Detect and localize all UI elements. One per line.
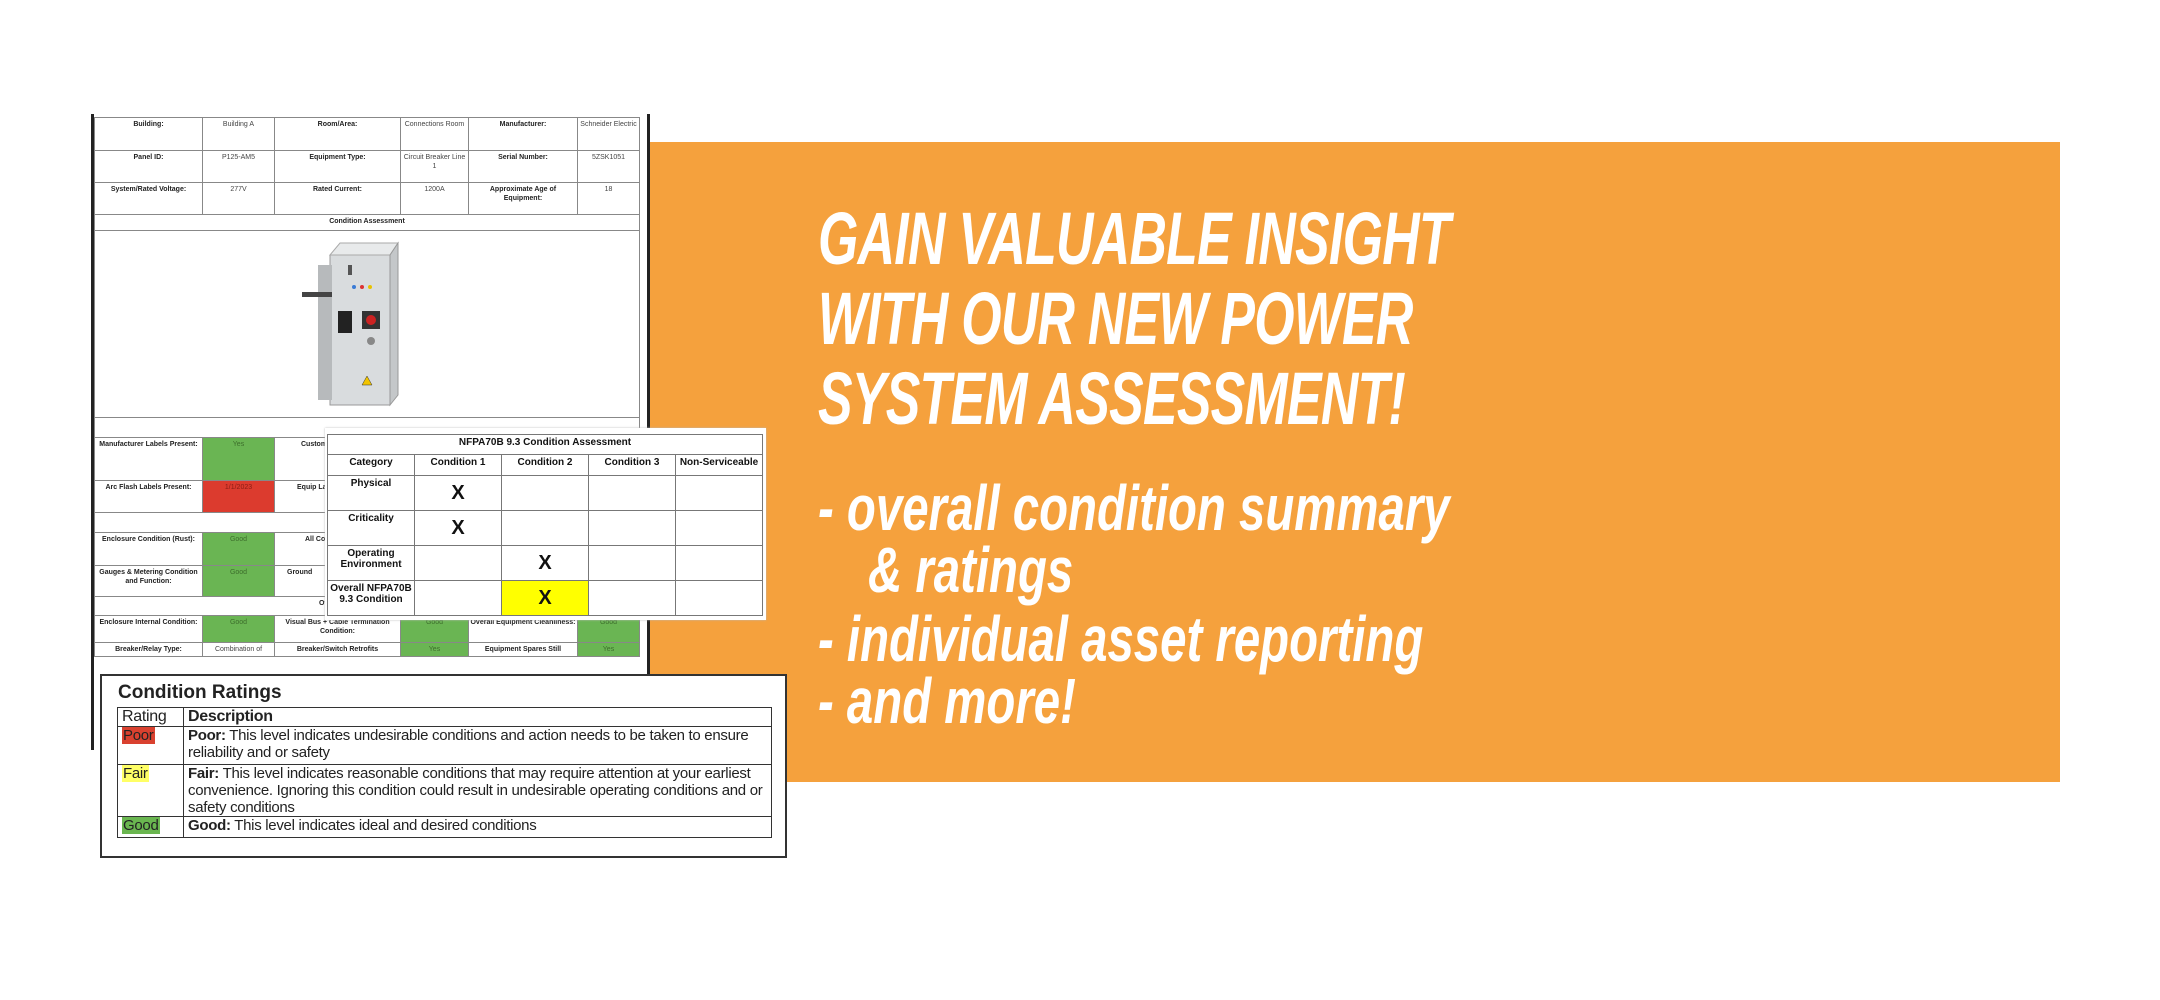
bullet-asset-reporting: - individual asset reporting: [818, 603, 1424, 675]
mark-cell: [675, 580, 763, 616]
status-cell-good: Good: [202, 565, 275, 597]
nfpa-row: Criticality X: [327, 510, 763, 546]
mark-cell: [501, 510, 589, 546]
mark-cell: [675, 545, 763, 581]
rating-description: This level indicates reasonable conditio…: [188, 765, 763, 816]
info-row: Panel ID: P125-AM5 Equipment Type: Circu…: [94, 150, 640, 183]
info-row: System/Rated Voltage: 277V Rated Current…: [94, 182, 640, 215]
nfpa-row-overall: Overall NFPA70B 9.3 Condition X: [327, 580, 763, 616]
label-manufacturer-labels: Manufacturer Labels Present:: [94, 437, 203, 481]
rating-badge-good: Good: [122, 817, 160, 834]
category-cell: Operating Environment: [327, 545, 415, 581]
rating-term: Fair:: [188, 765, 220, 782]
headline-line-3: SYSTEM ASSESSMENT!: [818, 357, 1406, 440]
header-non-serviceable: Non-Serviceable: [675, 454, 763, 476]
header-condition-1: Condition 1: [414, 454, 502, 476]
mark-cell: [501, 475, 589, 511]
category-cell: Physical: [327, 475, 415, 511]
value-room: Connections Room: [400, 117, 469, 151]
label-serial: Serial Number:: [468, 150, 578, 183]
label-enclosure-internal: Enclosure Internal Condition:: [94, 615, 203, 643]
condition-ratings-card: Condition Ratings Rating Description Poo…: [100, 674, 787, 858]
mark-cell: [414, 545, 502, 581]
bullet-condition-summary: - overall condition summary: [818, 472, 1450, 544]
headline-line-2: WITH OUR NEW POWER: [818, 277, 1413, 360]
value-manufacturer: Schneider Electric: [577, 117, 640, 151]
status-cell-good: Yes: [577, 642, 640, 657]
value-breaker-type: Combination of: [202, 642, 275, 657]
bottom-row: Breaker/Relay Type: Combination of Break…: [94, 642, 640, 657]
label-equipment-type: Equipment Type:: [274, 150, 401, 183]
rating-description: This level indicates ideal and desired c…: [234, 817, 537, 834]
value-voltage: 277V: [202, 182, 275, 215]
rating-term: Poor:: [188, 727, 226, 744]
mark-cell: X: [501, 545, 589, 581]
label-voltage: System/Rated Voltage:: [94, 182, 203, 215]
mark-cell: [414, 580, 502, 616]
switchgear-cabinet-image: [302, 241, 399, 407]
header-category: Category: [327, 454, 415, 476]
header-condition-3: Condition 3: [588, 454, 676, 476]
mark-cell: [588, 545, 676, 581]
ratings-title: Condition Ratings: [118, 682, 282, 703]
category-cell: Overall NFPA70B 9.3 Condition: [327, 580, 415, 616]
equipment-photo-cell: [94, 230, 640, 418]
mark-cell: [675, 510, 763, 546]
status-cell-poor: 1/1/2023: [202, 480, 275, 513]
mark-cell: X: [414, 510, 502, 546]
status-cell-good: Yes: [400, 642, 469, 657]
nfpa-condition-assessment-card: NFPA70B 9.3 Condition Assessment Categor…: [325, 428, 766, 620]
mark-cell: [588, 475, 676, 511]
category-cell: Criticality: [327, 510, 415, 546]
value-serial: 5ZSK1051: [577, 150, 640, 183]
promo-banner: GAIN VALUABLE INSIGHT WITH OUR NEW POWER…: [650, 142, 2060, 782]
rating-row-poor: Poor Poor: This level indicates undesira…: [117, 726, 772, 765]
label-panel-id: Panel ID:: [94, 150, 203, 183]
headline-line-1: GAIN VALUABLE INSIGHT: [818, 197, 1451, 280]
label-arc-flash: Arc Flash Labels Present:: [94, 480, 203, 513]
label-breaker-type: Breaker/Relay Type:: [94, 642, 203, 657]
label-current: Rated Current:: [274, 182, 401, 215]
header-rating: Rating: [117, 707, 184, 727]
section-title: Condition Assessment: [94, 214, 640, 231]
label-retrofits: Breaker/Switch Retrofits: [274, 642, 401, 657]
status-cell-good: Good: [202, 615, 275, 643]
bullet-ratings: & ratings: [868, 534, 1074, 606]
mark-cell: [675, 475, 763, 511]
value-panel-id: P125-AM5: [202, 150, 275, 183]
label-spares: Equipment Spares Still: [468, 642, 578, 657]
header-description: Description: [183, 707, 772, 727]
label-gauges: Gauges & Metering Condition and Function…: [94, 565, 203, 597]
nfpa-table: NFPA70B 9.3 Condition Assessment Categor…: [327, 434, 763, 616]
nfpa-title: NFPA70B 9.3 Condition Assessment: [327, 434, 763, 455]
rating-description: This level indicates undesirable conditi…: [188, 727, 749, 761]
info-row: Building: Building A Room/Area: Connecti…: [94, 117, 640, 151]
mark-cell: [588, 580, 676, 616]
rating-badge-poor: Poor: [122, 727, 155, 744]
value-current: 1200A: [400, 182, 469, 215]
label-room: Room/Area:: [274, 117, 401, 151]
value-equipment-type: Circuit Breaker Line 1: [400, 150, 469, 183]
nfpa-row: Operating Environment X: [327, 545, 763, 581]
rating-row-fair: Fair Fair: This level indicates reasonab…: [117, 764, 772, 817]
label-age: Approximate Age of Equipment:: [468, 182, 578, 215]
mark-cell: [588, 510, 676, 546]
value-age: 18: [577, 182, 640, 215]
rating-row-good: Good Good: This level indicates ideal an…: [117, 816, 772, 838]
mark-cell: X: [414, 475, 502, 511]
label-manufacturer: Manufacturer:: [468, 117, 578, 151]
label-building: Building:: [94, 117, 203, 151]
rating-term: Good:: [188, 817, 231, 834]
bullet-and-more: - and more!: [818, 665, 1076, 737]
label-enclosure-condition: Enclosure Condition (Rust):: [94, 532, 203, 566]
nfpa-row: Physical X: [327, 475, 763, 511]
status-cell-good: Yes: [202, 437, 275, 481]
rating-badge-fair: Fair: [122, 765, 149, 782]
header-condition-2: Condition 2: [501, 454, 589, 476]
status-cell-good: Good: [202, 532, 275, 566]
ratings-table: Rating Description Poor Poor: This level…: [117, 707, 772, 838]
mark-cell-highlighted: X: [501, 580, 589, 616]
value-building: Building A: [202, 117, 275, 151]
